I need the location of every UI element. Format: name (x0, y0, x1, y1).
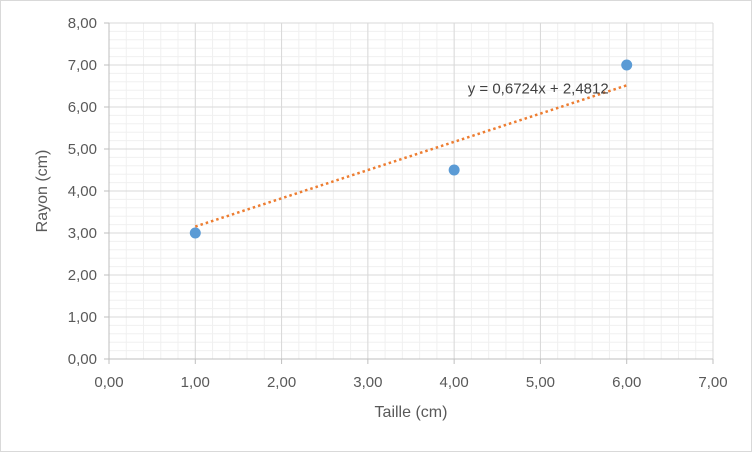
x-tick-label: 7,00 (698, 374, 727, 391)
major-gridlines (108, 22, 714, 360)
y-tick-label: 5,00 (68, 141, 97, 158)
x-tick-label: 4,00 (440, 374, 469, 391)
data-point (621, 59, 633, 71)
data-point (448, 164, 460, 176)
x-tick-label: 6,00 (612, 374, 641, 391)
y-tick-label: 3,00 (68, 225, 97, 242)
y-tick-label: 6,00 (68, 99, 97, 116)
trendline (194, 84, 628, 228)
trendline-equation: y = 0,6724x + 2,4812 (468, 80, 609, 97)
y-tick-label: 7,00 (68, 57, 97, 74)
x-tick-label: 1,00 (181, 374, 210, 391)
y-tick-label: 2,00 (68, 267, 97, 284)
x-tick-label: 2,00 (267, 374, 296, 391)
x-tick-label: 3,00 (353, 374, 382, 391)
axes (104, 22, 714, 364)
y-tick-labels: 0,00 1,00 2,00 3,00 4,00 5,00 6,00 7,00 8,00 (68, 15, 97, 368)
y-tick-label: 4,00 (68, 183, 97, 200)
trendline-line (194, 84, 628, 228)
y-tick-label: 8,00 (68, 15, 97, 32)
x-tick-label: 0,00 (94, 374, 123, 391)
y-tick-label: 0,00 (68, 351, 97, 368)
y-axis-title: Rayon (cm) (34, 150, 51, 233)
x-tick-labels: 0,00 1,00 2,00 3,00 4,00 5,00 6,00 7,00 (94, 374, 727, 391)
x-axis-title: Taille (cm) (375, 404, 448, 421)
x-tick-label: 5,00 (526, 374, 555, 391)
data-points (189, 59, 633, 239)
y-tick-label: 1,00 (68, 309, 97, 326)
data-point (189, 227, 201, 239)
